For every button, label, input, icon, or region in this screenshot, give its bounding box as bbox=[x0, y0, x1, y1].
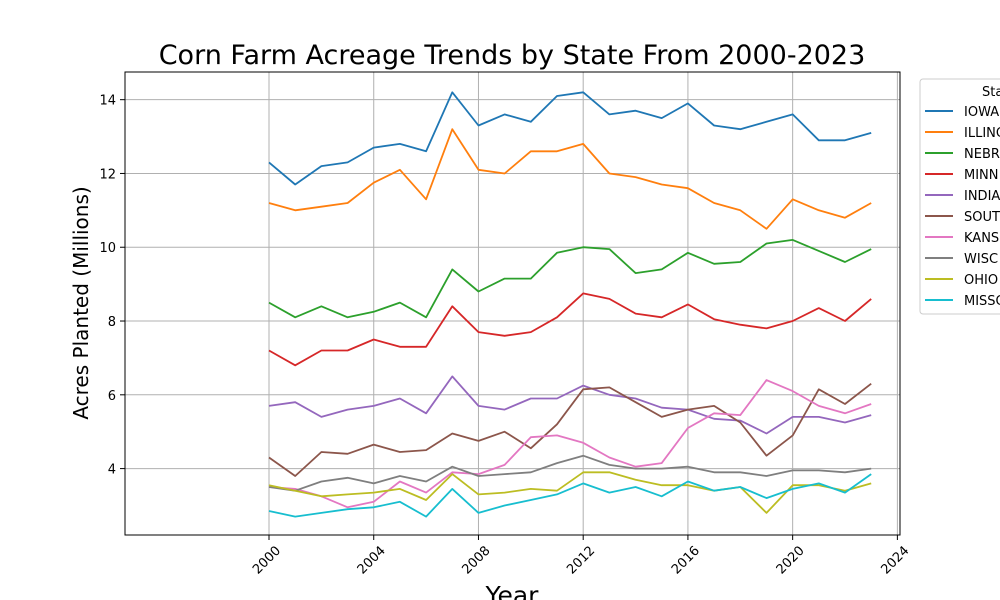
legend-label: ILLINO bbox=[964, 126, 1000, 141]
series-line-illino bbox=[268, 128, 872, 230]
legend: Sta IOWA ILLINO NEBR MINN INDIA SOUT KANS WISC O… bbox=[919, 78, 1000, 315]
x-tick-label: 2008 bbox=[460, 543, 494, 577]
legend-label: OHIO bbox=[964, 273, 998, 288]
legend-label: WISC bbox=[964, 252, 998, 267]
legend-label: SOUT bbox=[964, 210, 1000, 225]
y-tick-label: 12 bbox=[99, 167, 116, 182]
x-tick-label: 2000 bbox=[250, 543, 284, 577]
legend-label: MISSO bbox=[964, 294, 1000, 309]
y-axis-label: Acres Planted (Millions) bbox=[69, 186, 93, 419]
grid-lines bbox=[125, 72, 900, 535]
x-tick-label: 2004 bbox=[355, 543, 389, 577]
y-tick-label: 6 bbox=[108, 389, 116, 404]
series-line-misso bbox=[268, 473, 872, 518]
y-axis-ticks: 4 6 8 10 12 14 bbox=[99, 94, 125, 478]
x-tick-label: 2016 bbox=[669, 543, 703, 577]
series-line-sout bbox=[268, 382, 872, 477]
legend-label: NEBR bbox=[964, 147, 1000, 162]
legend-label: INDIA bbox=[964, 189, 1000, 204]
legend-label: IOWA bbox=[964, 105, 999, 120]
series-line-nebr bbox=[268, 238, 872, 319]
legend-items: IOWA ILLINO NEBR MINN INDIA SOUT KANS WISC OHIO M… bbox=[925, 105, 1000, 309]
series-line-wisc bbox=[268, 454, 872, 492]
y-tick-label: 4 bbox=[108, 463, 116, 478]
series-lines bbox=[268, 91, 872, 518]
legend-label: MINN bbox=[964, 168, 999, 183]
y-tick-label: 8 bbox=[108, 315, 116, 330]
y-tick-label: 14 bbox=[99, 94, 116, 109]
series-line-kans bbox=[268, 379, 872, 509]
y-tick-label: 10 bbox=[99, 241, 116, 256]
x-tick-label: 2024 bbox=[878, 543, 912, 577]
series-line-ohio bbox=[268, 471, 872, 514]
series-line-minn bbox=[268, 292, 872, 367]
chart-title: Corn Farm Acreage Trends by State From 2… bbox=[159, 40, 866, 71]
x-tick-label: 2012 bbox=[564, 543, 598, 577]
x-axis-label: Year bbox=[485, 581, 540, 600]
legend-title: Sta bbox=[982, 85, 1000, 100]
series-line-india bbox=[268, 375, 872, 435]
legend-label: KANS bbox=[964, 231, 999, 246]
legend-box bbox=[919, 78, 1000, 315]
series-line-iowa bbox=[268, 91, 872, 186]
x-tick-label: 2020 bbox=[774, 543, 808, 577]
plot-frame bbox=[124, 71, 901, 536]
x-axis-ticks: 2000 2004 2008 2012 2016 2020 2024 bbox=[250, 535, 912, 577]
